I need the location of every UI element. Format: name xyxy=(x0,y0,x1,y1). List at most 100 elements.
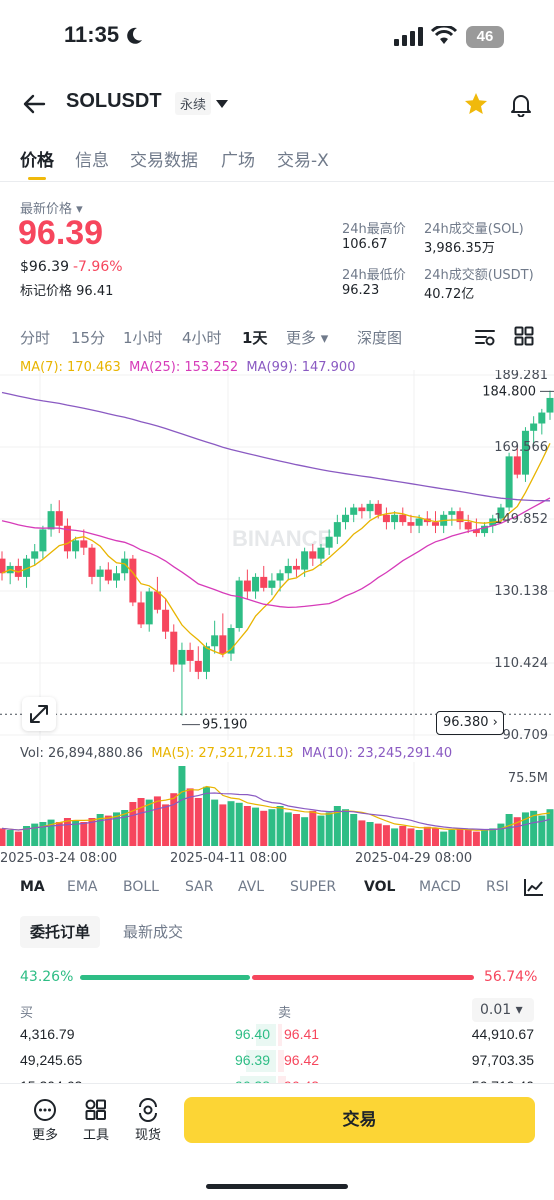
indicator-avl[interactable]: AVL xyxy=(238,879,265,895)
indicator-macd[interactable]: MACD xyxy=(419,879,461,895)
volume-bar xyxy=(513,817,521,846)
candle-body xyxy=(382,514,390,523)
tab-order-book[interactable]: 委托订单 xyxy=(20,916,101,948)
home-indicator xyxy=(206,1184,348,1189)
volume-bar xyxy=(47,819,55,846)
tab-trade-x[interactable]: 交易-X xyxy=(277,151,329,171)
tab-info[interactable]: 信息 xyxy=(75,151,109,171)
volume-bar xyxy=(407,828,415,846)
contract-type-badge: 永续 xyxy=(175,92,212,115)
volume-bar xyxy=(448,830,456,846)
volume-bar xyxy=(80,822,88,846)
y-axis-tick-label: 169.566 xyxy=(494,440,548,455)
order-book-row[interactable]: 49,245.65 96.39 96.42 97,703.35 xyxy=(0,1048,554,1074)
volume-bar xyxy=(0,828,6,846)
volume-bar xyxy=(252,807,260,846)
indicator-ma[interactable]: MA xyxy=(20,879,45,895)
more-dots-icon xyxy=(34,1099,56,1121)
bid-price: 96.40 xyxy=(234,1026,270,1042)
more-button[interactable]: 更多 xyxy=(25,1098,65,1143)
volume-bar xyxy=(472,831,480,846)
symbol-title[interactable]: SOLUSDT xyxy=(66,90,162,112)
vol-ma5-line xyxy=(1,785,551,831)
candle-body xyxy=(194,660,202,672)
tab-price[interactable]: 价格 xyxy=(20,151,54,171)
indicator-chart-icon[interactable] xyxy=(523,877,545,897)
candle-body xyxy=(497,507,505,519)
candle-body xyxy=(137,602,145,625)
ask-price: 96.42 xyxy=(284,1052,320,1068)
y-axis-tick-label: 110.424 xyxy=(494,656,548,671)
volume-bar xyxy=(121,810,129,846)
fullscreen-button[interactable] xyxy=(22,697,56,731)
indicator-ema[interactable]: EMA xyxy=(67,879,98,895)
ask-depth-bar xyxy=(278,1050,284,1072)
volume-24h-value: 3,986.35万 xyxy=(424,241,495,256)
candle-body xyxy=(129,558,137,603)
y-axis-tick-label: 189.281 xyxy=(494,370,548,383)
volume-bar xyxy=(481,830,489,846)
volume-bar xyxy=(366,822,374,846)
tab-square[interactable]: 广场 xyxy=(221,151,255,171)
ma99-line xyxy=(1,391,551,502)
caret-down-icon: ▾ xyxy=(515,1002,523,1018)
candle-body xyxy=(472,529,480,534)
precision-select[interactable]: 0.01 ▾ xyxy=(472,998,534,1022)
candle-body xyxy=(162,609,170,632)
order-book-row[interactable]: 4,316.79 96.40 96.41 44,910.67 xyxy=(0,1022,554,1048)
interval-15m[interactable]: 15分 xyxy=(71,329,106,347)
indicator-vol[interactable]: VOL xyxy=(364,879,396,895)
tab-trading-data[interactable]: 交易数据 xyxy=(130,151,198,171)
candle-body xyxy=(80,540,88,548)
volume-chart[interactable]: 75.5M xyxy=(0,762,554,848)
volume-bar xyxy=(219,804,227,846)
volume-bar xyxy=(342,809,350,846)
interval-4h[interactable]: 4小时 xyxy=(182,329,222,347)
candlestick-chart[interactable]: BINANCE 189.281 169.566 149.852 130.138 110.4… xyxy=(0,370,554,746)
wifi-icon xyxy=(430,26,458,44)
current-price-tag[interactable]: 96.380 › xyxy=(436,711,504,735)
interval-1d[interactable]: 1天 xyxy=(242,329,268,347)
interval-time[interactable]: 分时 xyxy=(20,329,51,347)
trade-button[interactable]: 交易 xyxy=(184,1097,535,1143)
interval-more[interactable]: 更多 ▾ xyxy=(286,329,329,347)
indicator-sar[interactable]: SAR xyxy=(185,879,214,895)
candle-body xyxy=(55,511,63,526)
latest-price-label[interactable]: 最新价格 ▾ xyxy=(20,202,83,217)
tab-recent-trades[interactable]: 最新成交 xyxy=(123,923,184,941)
bid-quantity: 4,316.79 xyxy=(20,1026,75,1042)
favorite-star-icon[interactable] xyxy=(463,91,489,117)
chart-settings-icon[interactable] xyxy=(474,327,496,347)
buy-ratio: 43.26% xyxy=(20,969,74,985)
candle-body xyxy=(546,397,554,413)
indicator-boll[interactable]: BOLL xyxy=(123,879,159,895)
candle-body xyxy=(145,591,153,625)
vol-ma5-legend: MA(5): 27,321,721.13 xyxy=(151,746,294,761)
interval-1h[interactable]: 1小时 xyxy=(123,329,163,347)
volume-bar xyxy=(170,793,178,846)
status-bar: 11:35 46 xyxy=(0,0,554,80)
grid-layout-icon[interactable] xyxy=(514,326,534,346)
notification-bell-icon[interactable] xyxy=(508,91,534,117)
indicator-super[interactable]: SUPER xyxy=(290,879,337,895)
candle-body xyxy=(407,522,415,526)
volume-bar xyxy=(358,820,366,846)
volume-bar xyxy=(333,806,341,846)
depth-chart-tab[interactable]: 深度图 xyxy=(357,329,403,347)
volume-bar xyxy=(292,814,300,846)
tools-button[interactable]: 工具 xyxy=(76,1098,116,1143)
symbol-dropdown-icon[interactable] xyxy=(215,99,229,109)
spot-button[interactable]: 现货 xyxy=(128,1098,168,1143)
ask-quantity: 44,910.67 xyxy=(471,1026,534,1042)
indicator-rsi[interactable]: RSI xyxy=(486,879,509,895)
volume-bar xyxy=(14,831,22,846)
volume-value: Vol: 26,894,880.86 xyxy=(20,746,144,761)
order-book-tabs: 委托订单 最新成交 xyxy=(0,914,554,950)
battery-indicator: 46 xyxy=(466,26,504,48)
x-axis-label: 2025-04-11 08:00 xyxy=(170,851,288,866)
volume-bar xyxy=(489,828,497,846)
volume-bar xyxy=(431,828,439,846)
volume-bar xyxy=(145,799,153,846)
back-arrow-icon[interactable] xyxy=(20,90,48,118)
candle-body xyxy=(456,511,464,523)
